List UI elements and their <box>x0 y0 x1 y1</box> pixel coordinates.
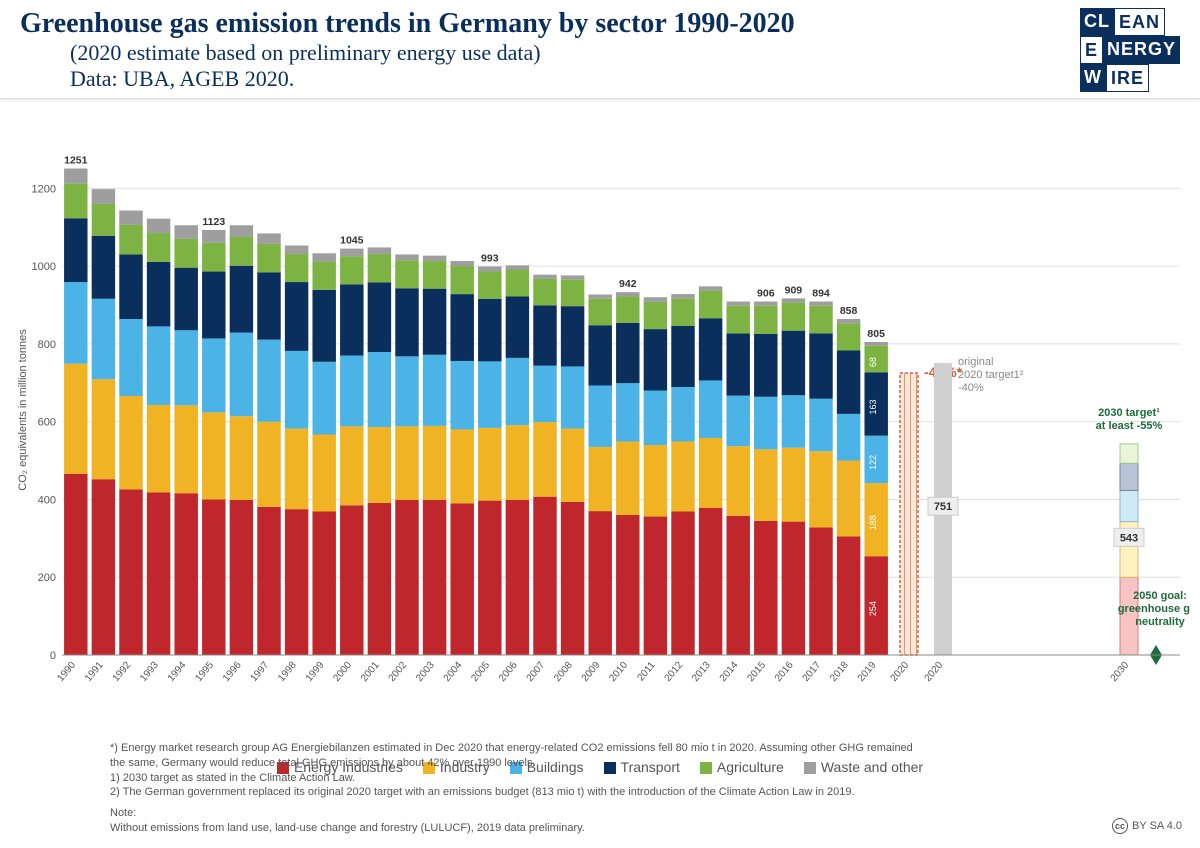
svg-text:2030 target¹: 2030 target¹ <box>1098 407 1160 419</box>
svg-text:600: 600 <box>38 417 56 429</box>
svg-text:2050 goal:: 2050 goal: <box>1133 590 1187 602</box>
svg-text:1999: 1999 <box>304 660 327 684</box>
svg-text:neutrality: neutrality <box>1135 616 1185 628</box>
svg-text:-40%: -40% <box>958 382 984 394</box>
svg-text:2013: 2013 <box>690 660 713 684</box>
svg-text:2010: 2010 <box>607 660 630 684</box>
svg-text:2011: 2011 <box>635 660 658 684</box>
license-text: BY SA 4.0 <box>1132 820 1182 832</box>
svg-text:1996: 1996 <box>221 660 244 684</box>
svg-text:0: 0 <box>50 650 56 662</box>
svg-text:1045: 1045 <box>340 235 364 247</box>
svg-text:894: 894 <box>812 288 830 300</box>
svg-text:2005: 2005 <box>469 660 492 684</box>
svg-text:68: 68 <box>868 357 878 367</box>
svg-text:2006: 2006 <box>497 660 520 684</box>
chart-container: 0 200 400 600 800 1000 1200 CO₂ equivalents in … <box>10 120 1190 750</box>
svg-text:942: 942 <box>619 278 637 290</box>
svg-text:2012: 2012 <box>663 660 686 684</box>
license-badge: cc BY SA 4.0 <box>1112 818 1182 834</box>
svg-text:2016: 2016 <box>773 660 796 684</box>
svg-text:1990: 1990 <box>55 660 78 684</box>
svg-text:2008: 2008 <box>552 660 575 684</box>
svg-text:1992: 1992 <box>111 660 134 684</box>
emissions-chart: 0 200 400 600 800 1000 1200 CO₂ equivalents in … <box>10 120 1190 750</box>
svg-text:1991: 1991 <box>83 660 106 684</box>
svg-text:2019: 2019 <box>856 660 879 684</box>
header: Greenhouse gas emission trends in German… <box>0 0 1200 99</box>
svg-text:1200: 1200 <box>32 183 56 195</box>
svg-text:2003: 2003 <box>414 660 437 684</box>
svg-text:200: 200 <box>38 572 56 584</box>
svg-text:805: 805 <box>867 328 885 340</box>
svg-text:greenhouse gas: greenhouse gas <box>1118 603 1190 615</box>
svg-text:1995: 1995 <box>193 660 216 684</box>
svg-text:800: 800 <box>38 339 56 351</box>
brand-logo: CLEANENERGYWIRE <box>1080 8 1180 92</box>
svg-text:1123: 1123 <box>202 216 225 228</box>
svg-text:2002: 2002 <box>387 660 410 684</box>
svg-text:751: 751 <box>934 501 952 513</box>
svg-text:1994: 1994 <box>166 660 189 684</box>
page-title: Greenhouse gas emission trends in German… <box>20 8 1180 40</box>
svg-text:909: 909 <box>785 284 803 296</box>
svg-text:2018: 2018 <box>828 660 851 684</box>
svg-text:188: 188 <box>868 515 878 530</box>
svg-text:at least -55%: at least -55% <box>1096 420 1163 432</box>
svg-text:858: 858 <box>840 305 858 317</box>
svg-text:CO₂ equivalents in million ton: CO₂ equivalents in million tonnes <box>17 329 29 491</box>
svg-text:1998: 1998 <box>276 660 299 684</box>
svg-text:254: 254 <box>868 601 878 616</box>
svg-text:2009: 2009 <box>580 660 603 684</box>
page-subtitle: (2020 estimate based on preliminary ener… <box>70 40 1180 66</box>
svg-text:1997: 1997 <box>249 660 272 684</box>
svg-text:1993: 1993 <box>138 660 161 684</box>
svg-text:2020 target1²: 2020 target1² <box>958 369 1024 381</box>
svg-text:2030: 2030 <box>1109 660 1132 684</box>
svg-text:543: 543 <box>1120 532 1138 544</box>
svg-text:2015: 2015 <box>745 660 768 684</box>
cc-icon: cc <box>1112 818 1128 834</box>
svg-text:906: 906 <box>757 288 775 300</box>
svg-text:2020: 2020 <box>889 660 912 684</box>
data-source-line: Data: UBA, AGEB 2020. <box>70 66 1180 92</box>
svg-text:2020: 2020 <box>923 660 946 684</box>
footnotes: *) Energy market research group AG Energ… <box>110 741 1140 836</box>
svg-text:2007: 2007 <box>525 660 548 684</box>
svg-text:2004: 2004 <box>442 660 465 684</box>
svg-text:2001: 2001 <box>359 660 382 684</box>
svg-text:400: 400 <box>38 494 56 506</box>
svg-text:2014: 2014 <box>718 660 741 684</box>
svg-text:2017: 2017 <box>801 660 824 684</box>
svg-text:original: original <box>958 356 993 368</box>
svg-text:1251: 1251 <box>64 155 88 167</box>
svg-text:2000: 2000 <box>331 660 354 684</box>
svg-text:1000: 1000 <box>32 261 56 273</box>
svg-text:993: 993 <box>481 253 499 265</box>
svg-text:163: 163 <box>868 399 878 414</box>
svg-text:122: 122 <box>868 455 878 470</box>
